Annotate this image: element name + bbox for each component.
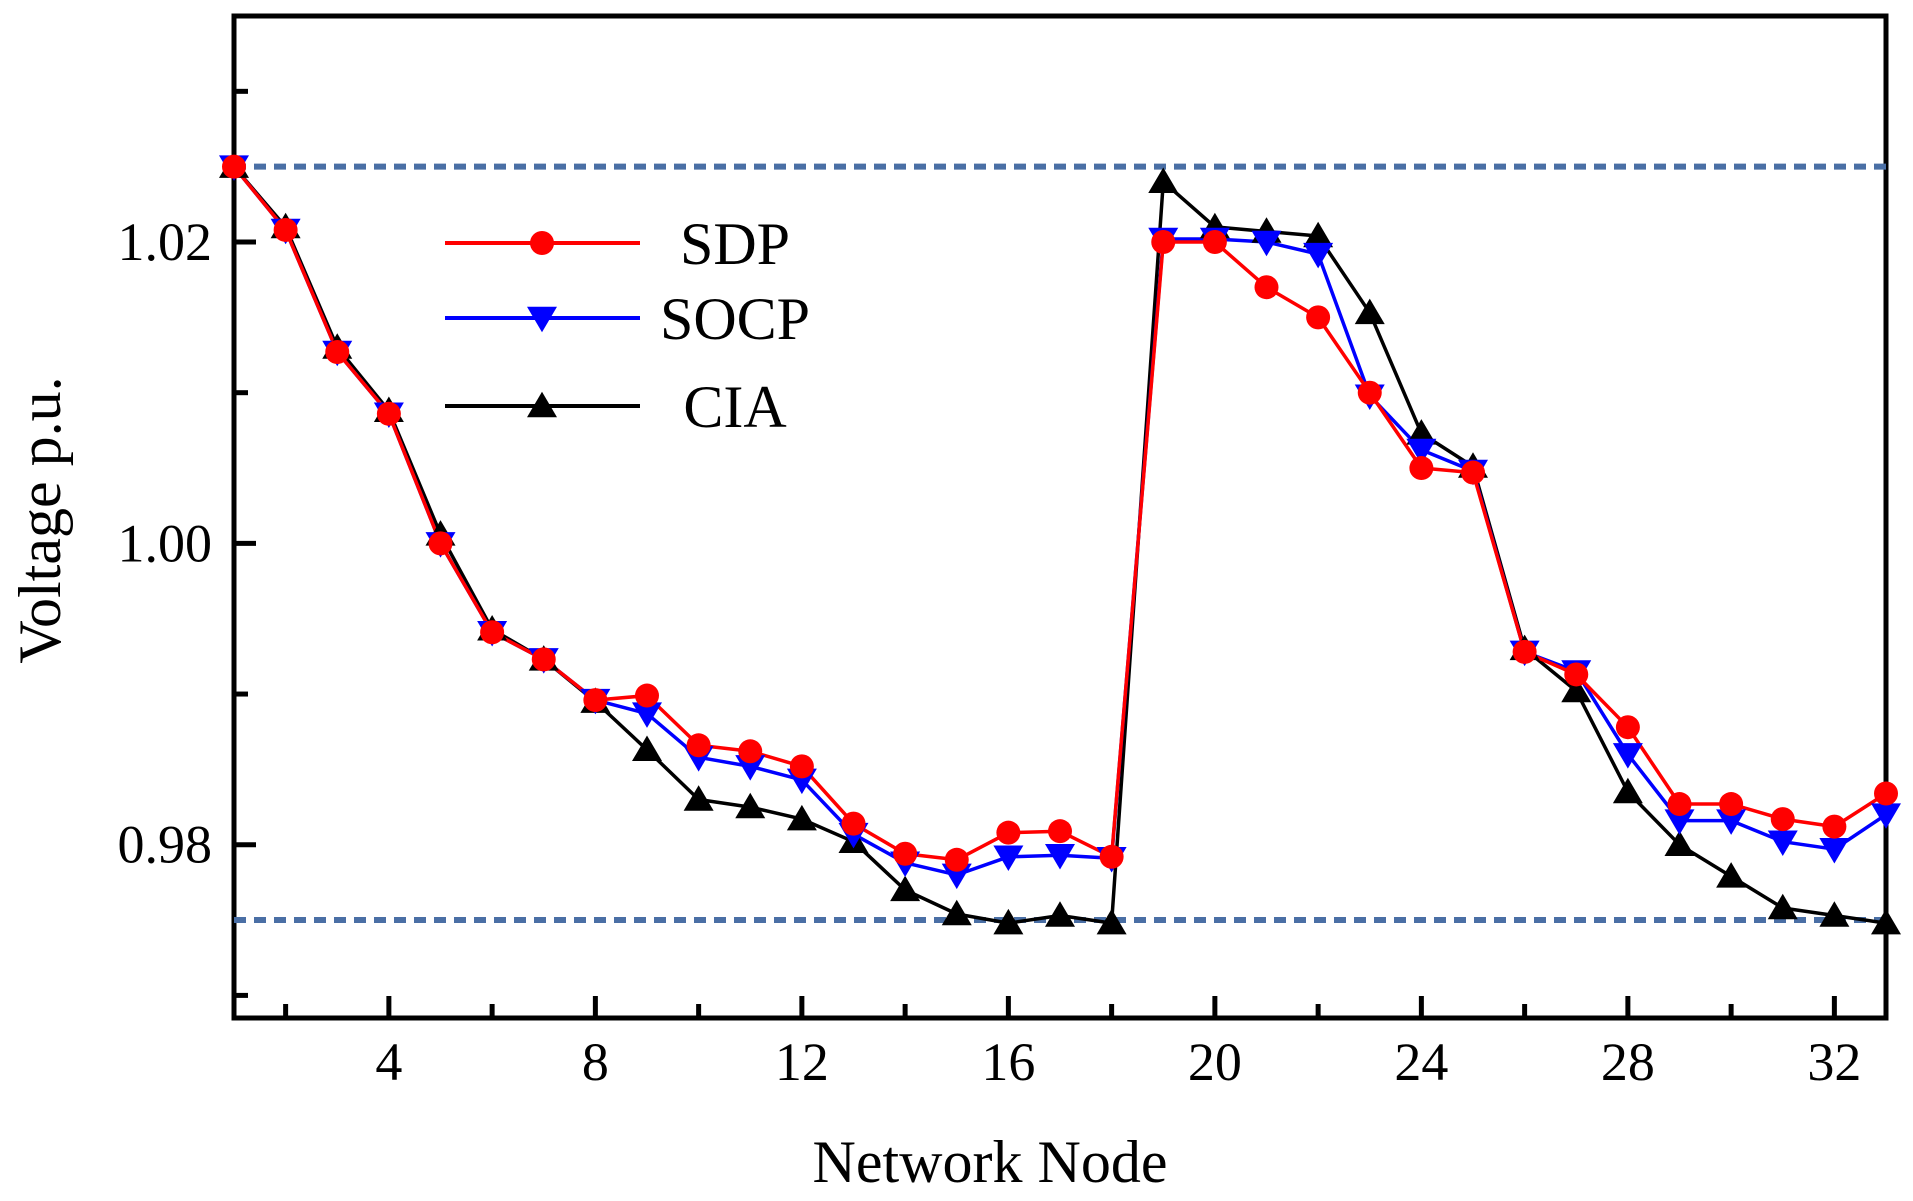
- data-point-socp: [1716, 809, 1747, 835]
- data-point-sdp: [531, 647, 556, 672]
- data-point-cia: [1612, 777, 1643, 804]
- data-point-sdp: [1254, 275, 1279, 300]
- data-point-cia: [1406, 419, 1437, 445]
- data-point-sdp: [944, 847, 969, 872]
- x-tick-label: 32: [1807, 1032, 1861, 1092]
- x-axis-title: Network Node: [813, 1129, 1168, 1195]
- legend-label-cia: CIA: [683, 374, 786, 440]
- data-point-socp: [1251, 230, 1282, 257]
- data-point-socp: [1612, 743, 1643, 769]
- data-point-sdp: [1770, 807, 1795, 832]
- data-point-sdp: [789, 754, 814, 779]
- data-series: [234, 165, 1886, 925]
- data-point-cia: [1819, 901, 1850, 927]
- data-point-socp: [1303, 242, 1334, 269]
- data-point-sdp: [480, 620, 505, 645]
- data-point-cia: [1716, 862, 1747, 888]
- data-point-socp: [941, 863, 972, 890]
- y-tick-label: 0.98: [118, 815, 213, 875]
- x-tick-label: 28: [1601, 1032, 1655, 1092]
- data-point-sdp: [841, 811, 866, 836]
- data-point-cia: [1767, 893, 1798, 920]
- data-point-sdp: [1202, 230, 1227, 255]
- data-point-cia: [1303, 221, 1334, 248]
- data-point-cia: [1354, 298, 1385, 325]
- data-point-cia: [1148, 167, 1179, 193]
- data-point-sdp: [222, 154, 246, 179]
- data-point-sdp: [996, 820, 1021, 845]
- data-point-cia: [683, 785, 714, 811]
- data-point-socp: [735, 755, 766, 781]
- legend-label-sdp: SDP: [680, 211, 790, 277]
- data-point-sdp: [1719, 792, 1744, 817]
- legend-marker-cia: [527, 391, 557, 418]
- plot-area-frame: [231, 13, 1889, 1021]
- data-point-socp: [1406, 438, 1437, 465]
- data-point-sdp: [686, 733, 711, 758]
- x-tick-label: 12: [775, 1032, 829, 1092]
- y-tick-label: 1.02: [118, 212, 213, 272]
- series-line-cia: [234, 165, 1886, 925]
- data-point-cia: [1045, 901, 1075, 927]
- data-point-sdp: [1099, 844, 1124, 869]
- data-point-sdp: [1048, 819, 1072, 844]
- data-point-cia: [1871, 908, 1901, 935]
- data-series-markers: [219, 152, 1901, 935]
- data-point-sdp: [1822, 814, 1847, 839]
- data-point-sdp: [893, 841, 918, 866]
- x-tick-label: 20: [1188, 1032, 1242, 1092]
- series-line-sdp: [234, 165, 1886, 862]
- data-point-sdp: [1667, 792, 1692, 817]
- legend-label-socp: SOCP: [660, 286, 810, 352]
- data-point-sdp: [738, 739, 763, 764]
- data-point-sdp: [1357, 380, 1382, 405]
- data-point-socp: [1045, 844, 1075, 870]
- data-point-cia: [1096, 908, 1127, 935]
- data-point-cia: [632, 735, 662, 762]
- data-point-cia: [1561, 676, 1592, 703]
- x-tick-label: 4: [375, 1032, 402, 1092]
- limit-lines: [234, 163, 1886, 924]
- data-point-cia: [735, 792, 766, 819]
- data-point-socp: [1767, 830, 1798, 856]
- x-tick-label: 16: [981, 1032, 1035, 1092]
- data-point-sdp: [1512, 639, 1537, 664]
- data-point-sdp: [1306, 305, 1331, 330]
- data-point-sdp: [1461, 460, 1485, 485]
- data-point-socp: [1664, 809, 1695, 835]
- legend-marker-sdp: [530, 231, 554, 255]
- data-point-sdp: [583, 688, 608, 713]
- y-tick-label: 1.00: [118, 513, 213, 573]
- data-point-sdp: [1564, 662, 1589, 687]
- data-point-cia: [941, 899, 972, 926]
- data-point-sdp: [1874, 781, 1898, 806]
- data-point-sdp: [1151, 230, 1176, 255]
- data-point-socp: [1871, 803, 1901, 829]
- x-tick-label: 8: [582, 1032, 609, 1092]
- y-axis-title: Voltage p.u.: [7, 376, 73, 663]
- data-point-sdp: [1615, 715, 1640, 740]
- data-point-sdp: [325, 340, 350, 365]
- data-point-sdp: [273, 217, 298, 242]
- data-point-sdp: [376, 401, 401, 426]
- axis-tick-labels: 4 8 12 16 20 24 28 32 0.98 1.00 1.02: [118, 212, 1862, 1092]
- data-point-cia: [890, 875, 921, 902]
- series-line-socp: [234, 165, 1886, 877]
- data-point-cia: [993, 908, 1024, 935]
- data-point-sdp: [635, 683, 659, 708]
- data-point-cia: [786, 804, 817, 831]
- axis-ticks: [234, 88, 1837, 1018]
- x-tick-label: 24: [1394, 1032, 1448, 1092]
- legend: SDP SOCP CIA: [445, 211, 810, 440]
- data-point-socp: [1819, 837, 1850, 864]
- data-point-socp: [993, 845, 1024, 872]
- data-point-sdp: [1409, 456, 1434, 481]
- data-point-sdp: [428, 531, 453, 556]
- data-point-cia: [1664, 830, 1695, 856]
- data-point-socp: [632, 702, 662, 728]
- legend-marker-socp: [527, 306, 557, 333]
